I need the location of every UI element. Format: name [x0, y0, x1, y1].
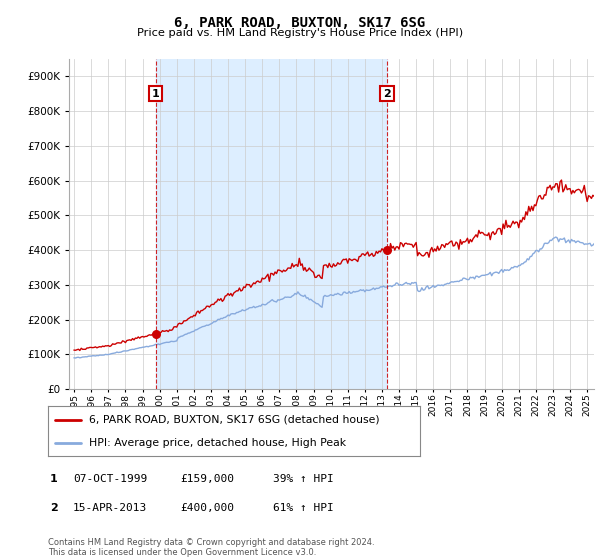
Text: 1: 1: [152, 88, 160, 99]
Text: £159,000: £159,000: [180, 474, 234, 484]
Text: Price paid vs. HM Land Registry's House Price Index (HPI): Price paid vs. HM Land Registry's House …: [137, 28, 463, 38]
Text: 39% ↑ HPI: 39% ↑ HPI: [273, 474, 334, 484]
Text: Contains HM Land Registry data © Crown copyright and database right 2024.
This d: Contains HM Land Registry data © Crown c…: [48, 538, 374, 557]
Text: 07-OCT-1999: 07-OCT-1999: [73, 474, 148, 484]
Text: 6, PARK ROAD, BUXTON, SK17 6SG (detached house): 6, PARK ROAD, BUXTON, SK17 6SG (detached…: [89, 414, 380, 424]
Text: 61% ↑ HPI: 61% ↑ HPI: [273, 503, 334, 514]
Text: 1: 1: [50, 474, 58, 484]
Point: [151, 329, 161, 338]
Text: 6, PARK ROAD, BUXTON, SK17 6SG: 6, PARK ROAD, BUXTON, SK17 6SG: [175, 16, 425, 30]
Bar: [156, 59, 387, 389]
Text: £400,000: £400,000: [180, 503, 234, 514]
Text: 15-APR-2013: 15-APR-2013: [73, 503, 148, 514]
Text: HPI: Average price, detached house, High Peak: HPI: Average price, detached house, High…: [89, 438, 346, 448]
Text: 2: 2: [383, 88, 391, 99]
Text: 2: 2: [50, 503, 58, 514]
Point: [382, 246, 392, 255]
